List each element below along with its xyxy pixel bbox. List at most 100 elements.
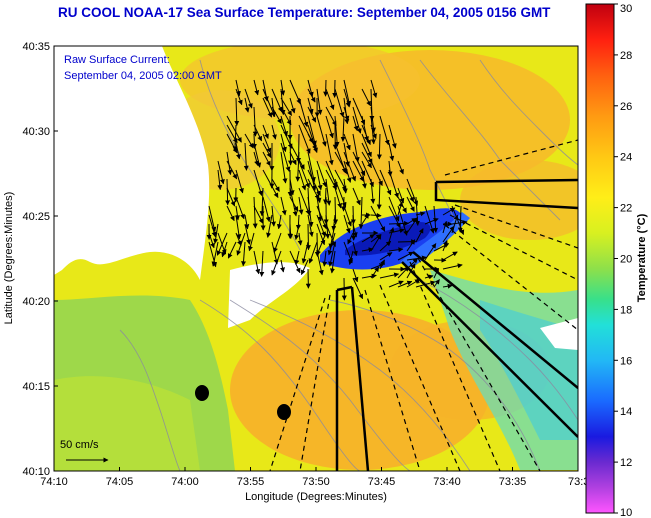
- transect-lines-solid: [335, 178, 578, 471]
- current-vector: [297, 232, 303, 246]
- current-vector: [379, 259, 385, 270]
- current-vector: [325, 133, 334, 166]
- current-vector: [415, 228, 424, 243]
- current-vector: [208, 205, 217, 232]
- current-vector: [280, 196, 287, 216]
- current-vector: [361, 142, 373, 164]
- current-vector: [388, 169, 399, 199]
- current-vector: [352, 115, 359, 132]
- current-vector: [280, 259, 285, 273]
- current-vector: [325, 160, 338, 188]
- current-vector: [273, 232, 282, 253]
- warm-patch: [460, 160, 578, 240]
- current-vector: [347, 232, 354, 245]
- current-vector: [227, 241, 237, 259]
- current-vector: [262, 133, 272, 154]
- current-vector: [334, 151, 348, 175]
- current-vector: [253, 169, 263, 196]
- current-vector: [424, 274, 434, 280]
- current-vector: [301, 241, 309, 264]
- current-vector: [352, 160, 365, 182]
- current-vector: [316, 214, 326, 237]
- current-vector: [361, 247, 374, 253]
- current-vector: [271, 88, 283, 113]
- current-vector: [235, 88, 243, 106]
- current-vector: [307, 178, 320, 200]
- current-vector: [271, 106, 282, 124]
- current-vector: [352, 187, 361, 206]
- current-vector: [352, 133, 360, 163]
- current-vector: [298, 97, 309, 128]
- current-vector: [370, 178, 376, 204]
- current-vector: [308, 241, 318, 264]
- current-vector: [280, 151, 288, 184]
- current-vector: [307, 106, 317, 123]
- colorbar: [585, 3, 615, 514]
- current-vector: [397, 251, 414, 261]
- x-tick-label: 73:45: [368, 476, 396, 488]
- current-vector: [343, 160, 352, 183]
- current-vector: [370, 234, 382, 252]
- current-vector: [307, 88, 316, 103]
- current-vector: [397, 201, 404, 216]
- current-vector: [406, 178, 418, 206]
- current-vector: [226, 205, 235, 222]
- current-vector: [307, 133, 317, 151]
- current-vector: [253, 151, 259, 166]
- current-vector: [388, 142, 395, 161]
- current-vector: [280, 106, 292, 126]
- colorbar-tick-label: 20: [620, 254, 632, 266]
- current-vector: [305, 223, 311, 251]
- current-vector: [216, 232, 228, 256]
- current-vector: [343, 88, 351, 108]
- current-vector: [316, 88, 323, 115]
- current-vector: [259, 250, 265, 277]
- current-vector: [235, 142, 241, 160]
- current-vector: [252, 196, 258, 229]
- current-vector: [208, 232, 215, 249]
- current-vector: [262, 151, 271, 167]
- current-vector: [415, 211, 426, 217]
- current-vector: [316, 187, 322, 203]
- current-vector: [300, 259, 309, 276]
- current-vector: [280, 97, 293, 116]
- current-vector: [226, 160, 238, 180]
- current-vector: [361, 133, 372, 158]
- current-vector: [234, 97, 240, 126]
- current-vector: [442, 263, 463, 270]
- current-vector: [334, 115, 340, 147]
- land-new-jersey: [54, 46, 210, 280]
- current-vector: [221, 241, 228, 258]
- current-vector: [323, 79, 329, 97]
- current-vector: [325, 169, 337, 190]
- current-vector: [298, 187, 311, 216]
- colorbar-tick-label: 26: [620, 101, 632, 113]
- x-tick-label: 73:35: [499, 476, 527, 488]
- current-vector: [316, 160, 327, 188]
- current-vector: [259, 187, 265, 217]
- land-inlet: [140, 228, 200, 262]
- y-tick-label: 40:25: [22, 211, 50, 223]
- current-vector: [370, 79, 378, 98]
- current-vector: [379, 115, 390, 146]
- current-vector: [316, 169, 323, 191]
- cloud-gap: [540, 318, 578, 350]
- current-vector: [234, 205, 240, 221]
- current-vector: [244, 133, 254, 149]
- current-vector: [457, 205, 463, 233]
- current-vector: [289, 79, 301, 105]
- current-vector: [342, 178, 348, 194]
- current-vector: [280, 79, 286, 96]
- current-vector: [307, 160, 317, 191]
- x-axis-label: Longitude (Degrees:Minutes): [245, 491, 387, 503]
- current-vector: [253, 79, 260, 96]
- colorbar-tick-label: 30: [620, 3, 632, 15]
- current-vector: [325, 106, 337, 127]
- current-vector: [217, 160, 225, 185]
- current-vector: [235, 79, 241, 97]
- colorbar-tick-label: 16: [620, 355, 632, 367]
- y-axis-label: Latitude (Degrees:Minutes): [3, 192, 15, 325]
- current-vector: [298, 160, 310, 189]
- current-vector: [316, 223, 326, 246]
